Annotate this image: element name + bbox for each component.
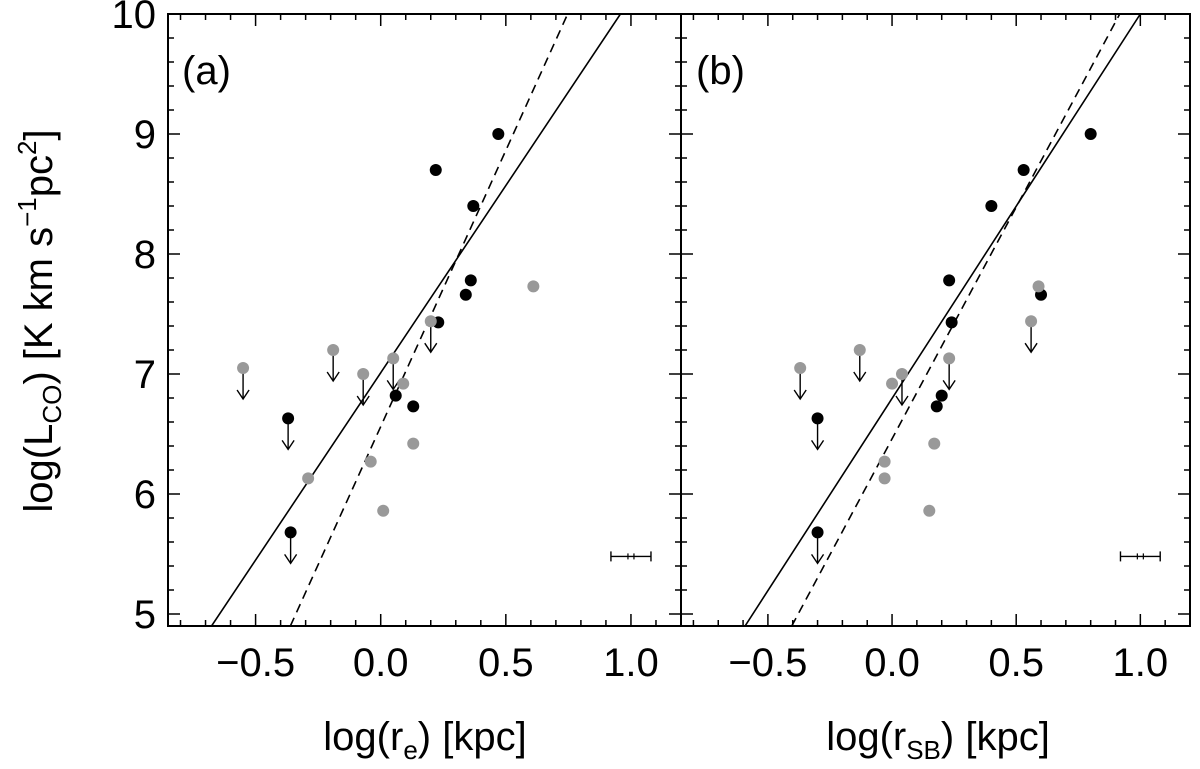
y-tick-label: 9 [134, 113, 156, 157]
upper-limit-arrow-head [326, 371, 340, 383]
upper-limit-arrow-head [793, 389, 807, 401]
plot-frame [680, 13, 1191, 627]
data-point [302, 472, 315, 485]
data-point [886, 377, 899, 390]
panel-label: (a) [182, 49, 231, 93]
upper-limit-arrow-head [810, 554, 825, 565]
upper-limit-arrow-head [281, 440, 295, 451]
x-tick-label: −0.5 [216, 641, 295, 685]
upper-limit-arrow-head [810, 440, 825, 451]
data-point [527, 280, 540, 293]
upper-limit-arrow-head [1024, 342, 1038, 354]
y-tick-label: 6 [134, 473, 156, 517]
data-point [985, 200, 998, 212]
data-point [492, 128, 505, 140]
data-point [1032, 280, 1045, 293]
panel-a: (a) log(re) [kpc] −0.5 0.0 0.5 1.0 5 6 7 8 9 10 [112, 0, 682, 765]
x-tick-label: 0.0 [353, 641, 409, 685]
data-point [895, 368, 908, 380]
upper-limit-arrow-head [236, 389, 250, 401]
y-tick-label: 5 [134, 593, 156, 637]
y-tick-label: 7 [134, 353, 156, 397]
solid-fit-line [744, 14, 1142, 626]
data-point [945, 316, 958, 329]
fit-lines [210, 14, 622, 626]
data-point [467, 200, 480, 212]
data-point [853, 344, 866, 356]
x-tick-label: 1.0 [1113, 641, 1169, 685]
fit-lines [744, 14, 1142, 626]
data-point [923, 504, 936, 517]
data-point [1084, 128, 1097, 140]
upper-limit-arrow-head [942, 380, 956, 391]
panel-label: (b) [696, 49, 745, 93]
panel-b: (b) log(rSB) [kpc] −0.5 0.0 0.5 1.0 [680, 13, 1191, 765]
plot-frame [167, 13, 682, 627]
data-point [878, 472, 891, 485]
data-point [407, 400, 420, 413]
data-point [424, 315, 437, 328]
data-point [364, 455, 377, 468]
data-point [943, 274, 956, 287]
data-point [1025, 315, 1038, 328]
upper-limit-arrow-head [853, 371, 867, 383]
x-tick-label: 0.0 [864, 641, 920, 685]
data-point [930, 400, 943, 413]
data-point [928, 437, 941, 450]
upper-limit-arrow-head [424, 342, 438, 354]
data-point [282, 412, 295, 425]
data-point [429, 164, 442, 176]
data-point [878, 455, 891, 468]
data-point [327, 344, 340, 356]
data-point [943, 352, 956, 365]
data-point [237, 362, 250, 374]
y-tick-label: 10 [112, 0, 157, 37]
data-point [377, 504, 390, 517]
data-point [397, 377, 410, 390]
upper-limit-arrow-head [356, 395, 370, 407]
data-point [357, 368, 370, 380]
data-point [811, 412, 824, 425]
solid-fit-line [210, 14, 622, 626]
x-tick-label: 0.5 [988, 641, 1044, 685]
data-point [387, 352, 400, 365]
x-tick-label: 1.0 [603, 641, 659, 685]
x-axis-label: log(re) [kpc] [323, 715, 526, 765]
data-point [1017, 164, 1030, 176]
data-point [464, 274, 477, 287]
data-point [389, 389, 402, 402]
data-point [811, 526, 824, 539]
upper-limit-arrow-head [386, 380, 400, 391]
data-point [794, 362, 807, 374]
upper-limit-arrow-head [284, 554, 298, 565]
y-axis-label: log(LCO) [K km s−1pc2] [12, 129, 67, 512]
data-point [284, 526, 297, 539]
upper-limit-arrow-head [895, 395, 909, 407]
data-point [935, 389, 948, 402]
x-tick-label: 0.5 [478, 641, 534, 685]
x-tick-label: −0.5 [728, 641, 807, 685]
data-point [459, 288, 472, 301]
x-axis-label: log(rSB) [kpc] [826, 715, 1050, 765]
data-point [407, 437, 420, 450]
y-tick-label: 8 [134, 233, 156, 277]
